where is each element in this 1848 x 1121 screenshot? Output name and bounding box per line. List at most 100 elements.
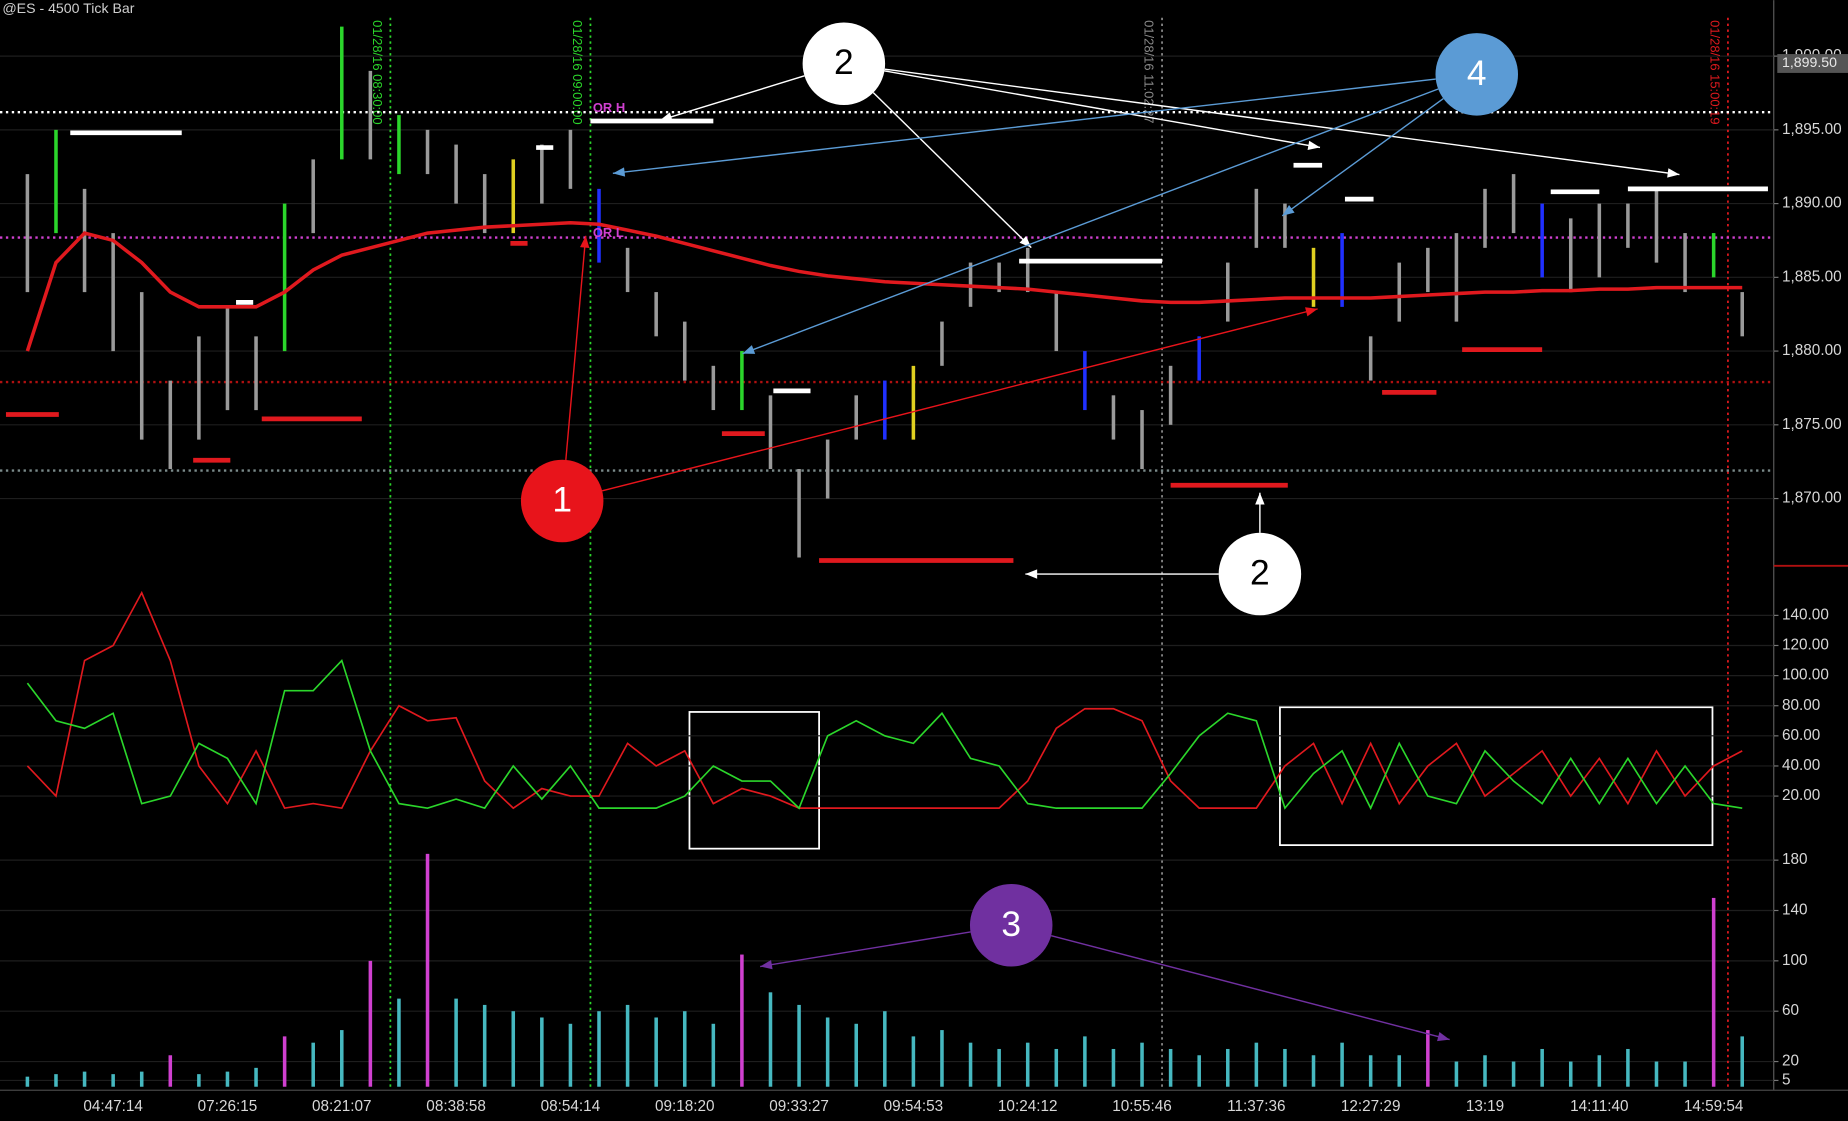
x-tick-label: 11:37:36 bbox=[1227, 1098, 1285, 1115]
annotation-arrow bbox=[872, 92, 1032, 249]
volume-bar bbox=[1283, 1048, 1287, 1087]
volume-bar bbox=[1511, 1061, 1516, 1087]
arrow-head bbox=[742, 345, 756, 354]
x-tick-label: 09:54:53 bbox=[884, 1098, 944, 1115]
y-tick-label: 1,890.00 bbox=[1782, 195, 1842, 212]
volume-bar bbox=[311, 1042, 315, 1087]
annotation-badge bbox=[520, 459, 604, 543]
volume-bar bbox=[82, 1071, 87, 1087]
x-tick-label: 14:59:54 bbox=[1684, 1098, 1744, 1115]
annotation-arrow bbox=[659, 75, 805, 121]
volume-bar bbox=[1568, 1061, 1573, 1087]
x-tick-label: 10:55:46 bbox=[1112, 1098, 1172, 1115]
volume-bar bbox=[340, 1030, 344, 1087]
volume-bar bbox=[1226, 1048, 1230, 1087]
volume-bar bbox=[254, 1067, 258, 1087]
volume-bar bbox=[597, 1011, 601, 1087]
y-tick-label: 40.00 bbox=[1782, 757, 1820, 774]
volume-bar bbox=[197, 1074, 201, 1087]
volume-bar bbox=[682, 1011, 687, 1087]
x-tick-label: 09:18:20 bbox=[655, 1098, 715, 1115]
volume-bar bbox=[854, 1023, 858, 1087]
volume-bar bbox=[654, 1017, 658, 1087]
volume-bar bbox=[1597, 1055, 1602, 1087]
arrow-head bbox=[1255, 492, 1265, 505]
y-tick-label: 5 bbox=[1782, 1071, 1791, 1088]
arrow-head bbox=[1667, 168, 1680, 178]
volume-bar bbox=[1426, 1030, 1430, 1087]
volume-bar bbox=[825, 1017, 830, 1087]
last-price: 1,899.50 bbox=[1782, 54, 1837, 70]
volume-bar bbox=[1025, 1042, 1030, 1087]
y-tick-label: 100 bbox=[1782, 952, 1808, 969]
x-tick-label: 12:27:29 bbox=[1341, 1098, 1401, 1115]
y-tick-label: 1,870.00 bbox=[1782, 490, 1842, 507]
volume-bar bbox=[940, 1030, 944, 1087]
y-tick-label: 1,880.00 bbox=[1782, 342, 1842, 359]
arrow-head bbox=[660, 112, 673, 122]
volume-bar bbox=[1168, 1048, 1173, 1087]
volume-bar bbox=[911, 1036, 916, 1087]
volume-bar bbox=[1140, 1042, 1144, 1087]
volume-bar bbox=[1483, 1055, 1487, 1087]
annotation-arrow bbox=[884, 68, 1680, 176]
last-price-box bbox=[1777, 54, 1848, 73]
volume-bar bbox=[425, 853, 430, 1087]
y-tick-label: 1,875.00 bbox=[1782, 416, 1842, 433]
arrow-head bbox=[1307, 140, 1320, 151]
volume-bar bbox=[1197, 1055, 1201, 1087]
volume-bar bbox=[1340, 1042, 1344, 1087]
volume-bar bbox=[1740, 1036, 1744, 1087]
moving-average bbox=[25, 220, 1743, 352]
y-tick-label: 60.00 bbox=[1782, 727, 1820, 744]
annotation-arrow bbox=[884, 70, 1321, 149]
x-tick-label: 08:54:14 bbox=[541, 1098, 601, 1115]
y-tick-label: 20.00 bbox=[1782, 787, 1820, 804]
volume-bar bbox=[282, 1036, 287, 1087]
annotation-badge bbox=[802, 22, 886, 105]
chart-title: @ES - 4500 Tick Bar bbox=[2, 0, 134, 16]
volume-bar bbox=[1711, 897, 1716, 1087]
volume-bar bbox=[1454, 1061, 1459, 1087]
volume-bar bbox=[511, 1011, 516, 1087]
arrow-head bbox=[760, 959, 773, 970]
annotation-arrow bbox=[1281, 98, 1444, 217]
arrow-head bbox=[612, 167, 626, 177]
y-tick-label: 1,895.00 bbox=[1782, 121, 1842, 138]
volume-bar bbox=[568, 1023, 573, 1087]
session-label: 01/28/16 11:02:27 bbox=[1141, 20, 1156, 123]
volume-bar bbox=[768, 992, 773, 1087]
x-tick-label: 08:21:07 bbox=[312, 1098, 372, 1115]
y-tick-label: 100.00 bbox=[1782, 667, 1829, 684]
volume-bar bbox=[25, 1076, 30, 1087]
annotation-label: 2 bbox=[834, 43, 854, 82]
oscillator-line bbox=[26, 590, 1743, 810]
arrow-head bbox=[1025, 569, 1038, 579]
x-tick-label: 09:33:27 bbox=[769, 1098, 829, 1115]
x-tick-label: 04:47:14 bbox=[83, 1098, 143, 1115]
annotation-badge bbox=[1218, 532, 1302, 616]
y-tick-label: 180 bbox=[1782, 851, 1808, 868]
annotation-arrow bbox=[742, 88, 1439, 355]
y-tick-label: 140 bbox=[1782, 902, 1808, 919]
y-tick-label: 20 bbox=[1782, 1053, 1799, 1070]
volume-bar bbox=[740, 954, 744, 1087]
volume-bar bbox=[454, 998, 458, 1087]
or-tag: OR L bbox=[593, 225, 624, 240]
annotation-arrow bbox=[612, 78, 1436, 175]
x-tick-label: 10:24:12 bbox=[998, 1098, 1058, 1115]
session-label: 01/28/16 09:00:00 bbox=[570, 20, 585, 124]
session-label: 01/28/16 15:00:19 bbox=[1707, 20, 1722, 124]
y-tick-label: 120.00 bbox=[1782, 637, 1829, 654]
annotation-arrow bbox=[760, 931, 971, 968]
volume-bar bbox=[1540, 1048, 1544, 1087]
arrow-head bbox=[580, 235, 590, 248]
highlight-box bbox=[688, 711, 820, 850]
volume-bar bbox=[225, 1071, 230, 1087]
highlight-box bbox=[1279, 706, 1714, 847]
x-tick-label: 08:38:58 bbox=[426, 1098, 486, 1115]
volume-bar bbox=[1083, 1036, 1087, 1087]
volume-bar bbox=[1254, 1042, 1259, 1087]
